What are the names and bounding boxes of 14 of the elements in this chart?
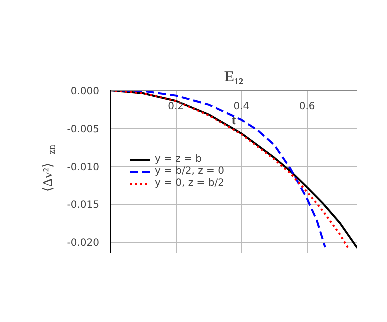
x-tick-label: 0.2 bbox=[168, 102, 184, 112]
legend-label: y = z = b bbox=[155, 154, 202, 166]
legend-label: y = 0, z = b/2 bbox=[155, 178, 224, 190]
y-tick-label: -0.020 bbox=[67, 238, 100, 250]
legend-label: y = b/2, z = 0 bbox=[155, 166, 224, 178]
y-axis-title: ⟨Δv²⟩zn bbox=[40, 145, 58, 192]
y-tick-label: -0.015 bbox=[67, 200, 100, 212]
y-tick-label: 0.000 bbox=[70, 86, 100, 98]
x-axis-title: t bbox=[232, 112, 237, 128]
y-tick-label: -0.005 bbox=[67, 124, 100, 136]
y-tick-label: -0.010 bbox=[67, 162, 100, 174]
x-tick-label: 0.4 bbox=[234, 102, 250, 112]
x-tick-label: 0.6 bbox=[299, 102, 316, 112]
chart-title: E₁₂ bbox=[224, 70, 244, 86]
